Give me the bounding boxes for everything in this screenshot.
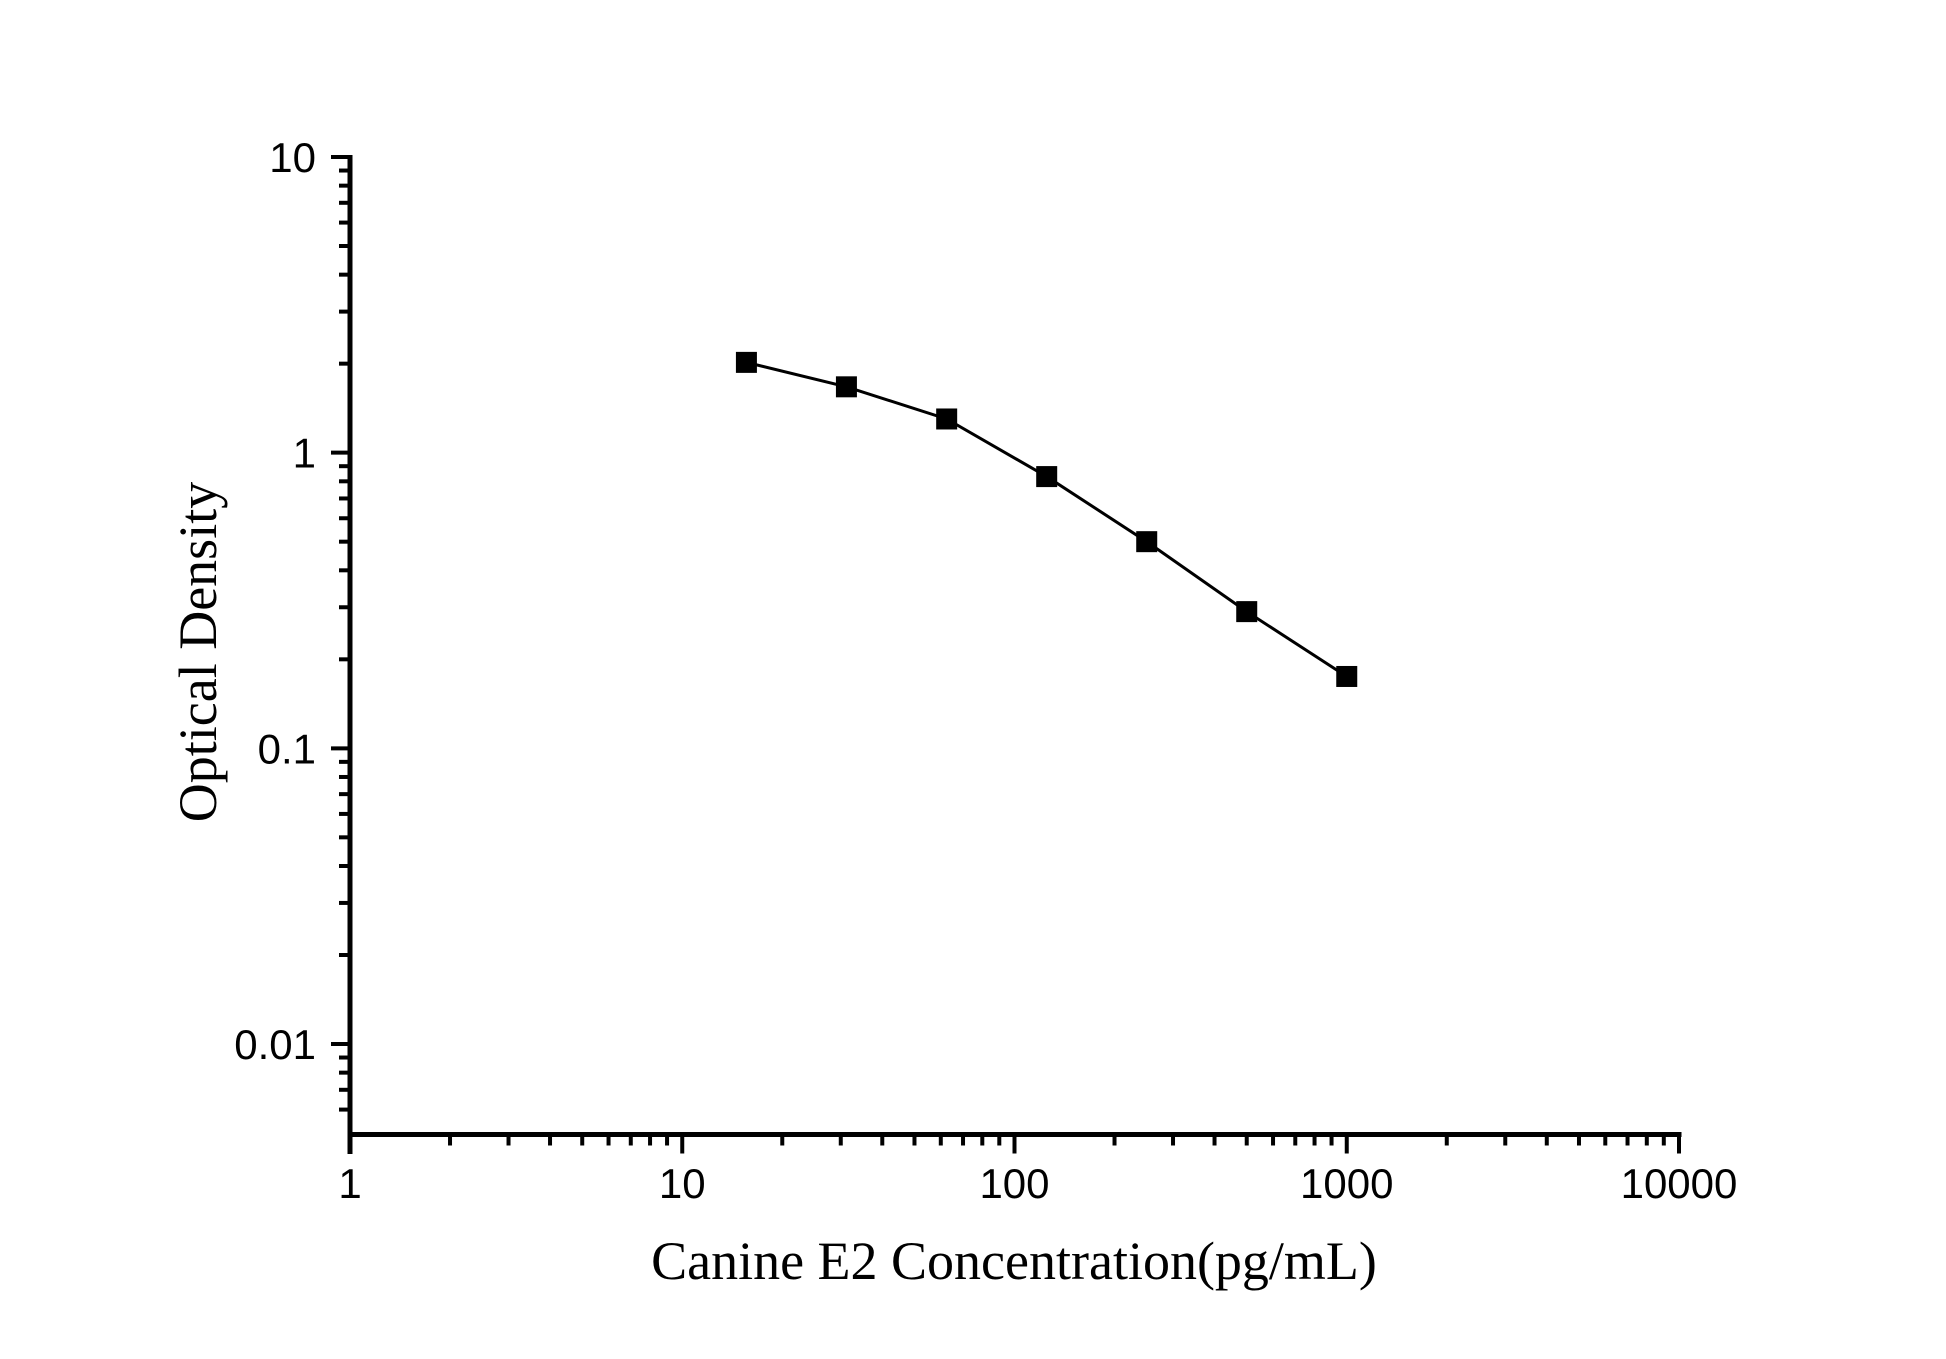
data-point-marker xyxy=(1236,601,1258,623)
x-tick-label: 1 xyxy=(338,1160,361,1207)
data-point-marker xyxy=(1036,466,1058,488)
standard-curve-series xyxy=(735,351,1358,687)
x-axis-title: Canine E2 Concentration(pg/mL) xyxy=(651,1231,1377,1291)
y-tick-label: 0.1 xyxy=(258,725,316,772)
data-point-marker xyxy=(1136,531,1158,553)
x-tick-label: 100 xyxy=(979,1160,1049,1207)
y-tick-label: 1 xyxy=(293,430,316,477)
data-point-marker xyxy=(936,408,958,430)
x-tick-label: 10 xyxy=(659,1160,706,1207)
y-axis: 10 1 0.1 0.01 xyxy=(234,134,353,1154)
x-axis: 1 10 100 1000 10000 xyxy=(338,1132,1738,1207)
x-tick-label: 1000 xyxy=(1300,1160,1393,1207)
x-tick-label: 10000 xyxy=(1621,1160,1738,1207)
data-point-marker xyxy=(1336,665,1358,687)
data-point-marker xyxy=(835,376,857,398)
y-tick-label: 10 xyxy=(269,134,316,181)
y-axis-title: Optical Density xyxy=(168,481,228,823)
y-tick-label: 0.01 xyxy=(234,1021,316,1068)
data-point-marker xyxy=(735,351,757,373)
series-line xyxy=(746,360,1348,678)
